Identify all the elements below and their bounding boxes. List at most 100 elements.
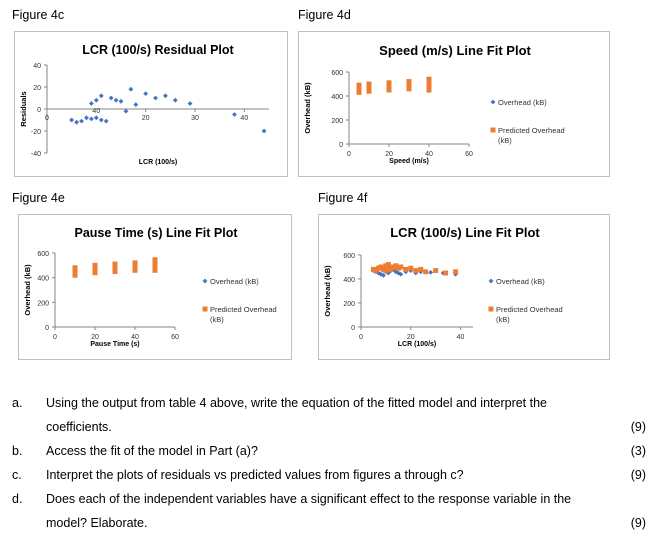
y-tick-label: 40 (33, 63, 41, 70)
data-point (89, 101, 94, 106)
question-marks: (9) (630, 420, 646, 434)
data-point (381, 273, 386, 278)
data-point-predicted (398, 264, 404, 270)
question-text-line: model? Elaborate. (46, 516, 148, 530)
data-point-predicted (423, 269, 429, 275)
data-point-predicted (112, 269, 118, 274)
data-point-predicted (386, 80, 392, 86)
question-letter: d. (12, 492, 23, 506)
question-marks: (3) (630, 444, 646, 458)
x-tick-label: 30 (191, 115, 199, 122)
question-text-line: Interpret the plots of residuals vs pred… (46, 468, 464, 482)
y-tick-label: 600 (331, 70, 343, 77)
figure-4c-label: Figure 4c (12, 8, 65, 22)
question-letter: c. (12, 468, 22, 482)
data-point (143, 91, 149, 96)
data-point (123, 108, 129, 114)
question-marks: (9) (630, 468, 646, 482)
x-tick-label: 0 (347, 151, 351, 158)
question-text-line: Access the fit of the model in Part (a)? (46, 444, 258, 458)
legend-label-overhead: Overhead (kB) (498, 98, 547, 107)
data-point (118, 98, 124, 104)
x-tick-label: 20 (407, 334, 415, 341)
data-point-predicted (386, 87, 392, 93)
chart-4d-svg: Speed (m/s) Line Fit Plot 600 400 200 00 20 40… (303, 43, 565, 165)
data-point-predicted (406, 79, 412, 85)
data-point-predicted (72, 269, 78, 274)
legend-marker-predicted (490, 127, 496, 133)
figure-4d-label: Figure 4d (298, 8, 351, 22)
y-tick-label: 200 (331, 118, 343, 125)
data-point-predicted (433, 268, 439, 274)
legend-label-predicted-unit: (kB) (498, 136, 512, 145)
data-point-predicted (383, 268, 389, 274)
data-point (84, 115, 89, 121)
legend-marker-predicted (202, 306, 208, 312)
legend-label-predicted: Predicted Overhead (496, 305, 563, 314)
data-point-predicted (443, 270, 449, 276)
data-point-predicted (406, 82, 412, 88)
x-tick-label: 20 (91, 334, 99, 341)
chart-title: Speed (m/s) Line Fit Plot (379, 43, 531, 58)
legend-label-predicted: Predicted Overhead (210, 305, 277, 314)
legend-marker-overhead (202, 278, 208, 284)
data-point-predicted (112, 261, 118, 267)
data-point-predicted (386, 83, 392, 89)
legend-marker-predicted (488, 306, 494, 312)
y-tick-label: 400 (331, 94, 343, 101)
data-point-predicted (366, 88, 372, 94)
data-point-predicted (92, 266, 98, 272)
data-point-predicted (413, 268, 419, 274)
data-point (163, 93, 168, 99)
x-tick-label: 0 (359, 334, 363, 341)
chart-4e: Pause Time (s) Line Fit Plot 600 400 200 0 0 2… (18, 214, 292, 360)
data-point (98, 93, 104, 99)
y-tick-label: 0 (339, 142, 343, 149)
question-letter: b. (12, 444, 23, 458)
data-point-predicted (453, 269, 459, 275)
data-point (113, 97, 119, 103)
data-point-predicted (152, 260, 158, 266)
data-point-predicted (112, 265, 118, 271)
legend-label-predicted: Predicted Overhead (498, 126, 565, 135)
y-tick-label: 400 (343, 277, 355, 284)
x-tick-label: 0 (53, 334, 57, 341)
data-point-predicted (426, 80, 432, 86)
y-tick-label: -40 (31, 151, 41, 158)
chart-title: LCR (100/s) Line Fit Plot (390, 225, 540, 240)
legend-label-overhead: Overhead (kB) (496, 277, 545, 286)
data-point-predicted (152, 257, 158, 263)
y-tick-label: 200 (343, 301, 355, 308)
y-tick-label: 600 (37, 251, 49, 258)
chart-4f: LCR (100/s) Line Fit Plot 600 400 200 0 0 20 40… (318, 214, 610, 360)
x-tick-label: 60 (465, 151, 473, 158)
y-tick-label: 20 (33, 85, 41, 92)
data-point-predicted (426, 76, 432, 82)
legend-marker-overhead (488, 278, 494, 284)
x-tick-label: 40 (92, 108, 100, 115)
data-point (98, 117, 104, 123)
legend-label-predicted-unit: (kB) (496, 315, 510, 324)
y-axis-title: Overhead (kB) (303, 82, 312, 134)
question-text-line: coefficients. (46, 420, 112, 434)
chart-4c-svg: LCR (100/s) Residual Plot 40 20 0 -20 -40 0 20 3… (19, 43, 269, 166)
figure-4e-label: Figure 4e (12, 191, 65, 205)
chart-title: LCR (100/s) Residual Plot (82, 43, 234, 57)
data-point-predicted (426, 83, 432, 89)
data-point (79, 118, 84, 124)
x-tick-label: 0 (45, 115, 49, 122)
x-axis-title: LCR (100/s) (398, 341, 437, 348)
legend-marker-overhead (490, 99, 496, 105)
data-point-predicted (132, 264, 138, 270)
y-tick-label: 400 (37, 276, 49, 283)
data-point (172, 97, 178, 103)
data-point (133, 102, 139, 107)
data-point-predicted (408, 265, 414, 271)
x-axis-title: LCR (100/s) (139, 159, 178, 166)
data-point-predicted (152, 267, 158, 273)
chart-4d: Speed (m/s) Line Fit Plot 600 400 200 0 0 20 40… (298, 31, 610, 177)
chart-title: Pause Time (s) Line Fit Plot (75, 226, 239, 240)
data-point-predicted (385, 262, 391, 268)
data-point-predicted (132, 260, 138, 266)
y-tick-label: 0 (351, 325, 355, 332)
